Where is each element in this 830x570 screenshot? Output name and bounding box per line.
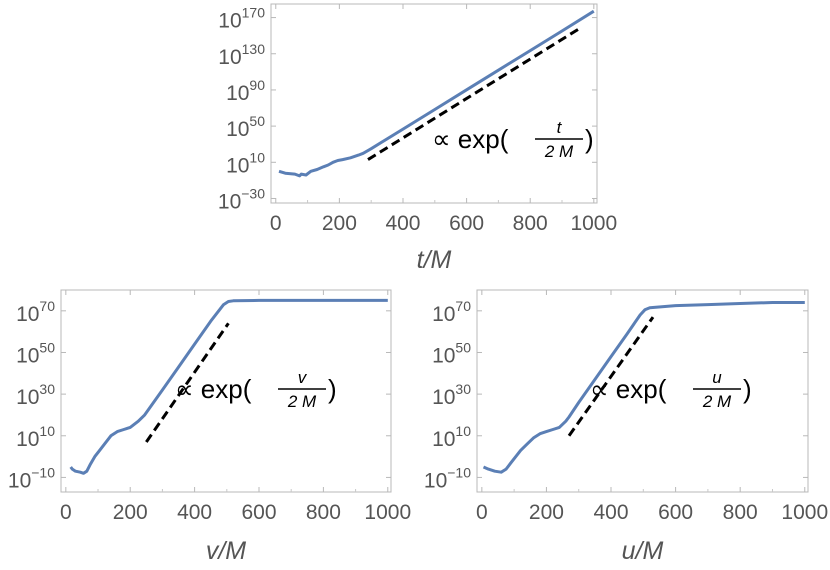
annotation-denominator: 2 M	[544, 142, 574, 161]
y-tick-label: 10−10	[8, 464, 55, 492]
x-tick-label: 400	[385, 212, 420, 235]
plot-frame	[476, 289, 809, 493]
x-axis-label: t/M	[417, 246, 452, 274]
plot-frame	[60, 289, 392, 493]
data-series-1	[482, 301, 805, 474]
y-tick-label: 10−10	[424, 464, 471, 492]
annotation-numerator: v	[298, 368, 308, 387]
x-tick-label: 400	[177, 501, 212, 524]
annotation-suffix: )	[743, 374, 752, 404]
data-series-1	[278, 9, 595, 178]
x-tick-label: 800	[513, 212, 548, 235]
annotation-prefix: ∝ exp(	[432, 124, 509, 154]
annotation-prefix: ∝ exp(	[590, 374, 667, 404]
y-tick-label: 1030	[16, 381, 55, 409]
reference-line	[145, 322, 230, 443]
y-tick-label: 1010	[16, 423, 55, 451]
x-tick-label: 1000	[570, 212, 617, 235]
annotation-denominator: 2 M	[287, 392, 317, 411]
y-tick-label: 1070	[16, 298, 55, 326]
x-tick-label: 800	[723, 501, 758, 524]
x-axis-label: v/M	[206, 537, 246, 565]
x-tick-label: 600	[241, 501, 276, 524]
x-tick-label: 0	[270, 212, 282, 235]
x-tick-label: 200	[113, 501, 148, 524]
y-tick-label: 1050	[226, 113, 265, 141]
y-tick-label: 1070	[432, 298, 471, 326]
chart-panel-1: 0 200 400 600 800 1000 10170 10130 1090 1050 1010 1…	[218, 3, 617, 274]
annotation-denominator: 2 M	[702, 392, 732, 411]
annotation-suffix: )	[585, 124, 594, 154]
chart-panel-3: 0 200 400 600 800 1000 1070 1050 1030 1010 10−10 u/…	[424, 289, 828, 565]
y-tick-label: 1090	[226, 77, 265, 105]
x-tick-label: 1000	[364, 501, 411, 524]
annotation-numerator: t	[557, 118, 563, 137]
x-tick-label: 0	[60, 501, 72, 524]
x-tick-label: 200	[529, 501, 564, 524]
y-tick-label: 1030	[432, 381, 471, 409]
annotation-numerator: u	[712, 368, 722, 387]
x-tick-label: 600	[449, 212, 484, 235]
y-tick-label: 1050	[16, 339, 55, 367]
y-tick-label: 1010	[432, 423, 471, 451]
annotation-suffix: )	[328, 374, 337, 404]
y-tick-label: 1050	[432, 339, 471, 367]
x-tick-label: 400	[593, 501, 628, 524]
y-tick-label: 10−30	[218, 185, 265, 213]
x-tick-label: 600	[658, 501, 693, 524]
data-series-1	[69, 298, 388, 475]
x-tick-label: 0	[476, 501, 488, 524]
y-tick-label: 1010	[226, 149, 265, 177]
chart-panel-2: 0 200 400 600 800 1000 1070 1050 1030 1010 10−10 v/…	[8, 289, 411, 565]
x-tick-label: 800	[306, 501, 341, 524]
plot-frame	[270, 3, 598, 204]
reference-line	[567, 316, 655, 437]
x-tick-label: 1000	[781, 501, 828, 524]
y-tick-label: 10130	[218, 41, 265, 69]
y-tick-label: 10170	[218, 5, 265, 33]
annotation-prefix: ∝ exp(	[175, 374, 252, 404]
x-axis-label: u/M	[622, 537, 664, 565]
x-tick-label: 200	[322, 212, 357, 235]
